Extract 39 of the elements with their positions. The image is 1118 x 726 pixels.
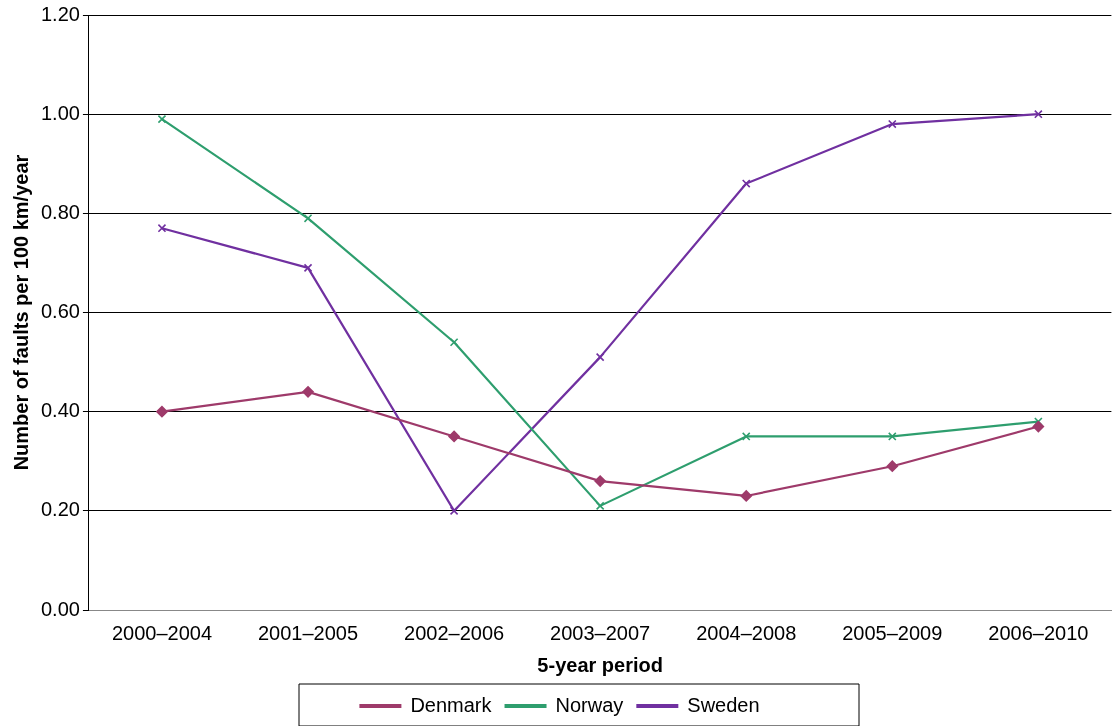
y-tick-label: 0.80	[40, 200, 80, 223]
x-tick-label: 2004–2008	[696, 621, 797, 644]
point	[595, 501, 605, 511]
legend-label: Sweden	[687, 693, 760, 716]
legend-label: Denmark	[410, 693, 493, 716]
point	[449, 506, 459, 516]
point	[741, 432, 751, 441]
y-tick-label: 0.00	[40, 597, 80, 620]
point	[740, 490, 753, 502]
legend-label: Norway	[555, 693, 624, 716]
x-tick-label: 2005–2009	[842, 621, 943, 644]
x-tick-label: 2003–2007	[550, 621, 651, 644]
point	[449, 337, 459, 347]
point	[303, 263, 313, 273]
y-axis-title: Number of faults per 100 km/year	[9, 154, 32, 471]
point	[595, 352, 605, 362]
point	[156, 405, 168, 418]
y-tick-label: 0.40	[40, 399, 80, 422]
y-tick-label: 0.20	[40, 498, 80, 521]
x-tick-label: 2000–2004	[111, 621, 213, 644]
point	[303, 213, 313, 223]
x-tick-label: 2006–2010	[988, 621, 1089, 644]
point	[448, 430, 460, 443]
point	[886, 460, 899, 473]
point	[1032, 420, 1045, 433]
point	[594, 475, 606, 487]
y-tick-label: 0.60	[40, 300, 80, 323]
point	[741, 179, 751, 188]
point	[887, 432, 897, 441]
y-tick-label: 1.20	[40, 2, 80, 25]
point	[157, 223, 167, 233]
x-tick-label: 2001–2005	[257, 621, 359, 644]
point	[887, 119, 897, 129]
point	[1034, 109, 1043, 119]
point	[157, 114, 167, 124]
y-tick-label: 1.00	[40, 101, 80, 124]
point	[302, 386, 314, 398]
x-tick-label: 2002–2006	[404, 621, 505, 644]
x-axis-title: 5-year period	[537, 653, 663, 676]
